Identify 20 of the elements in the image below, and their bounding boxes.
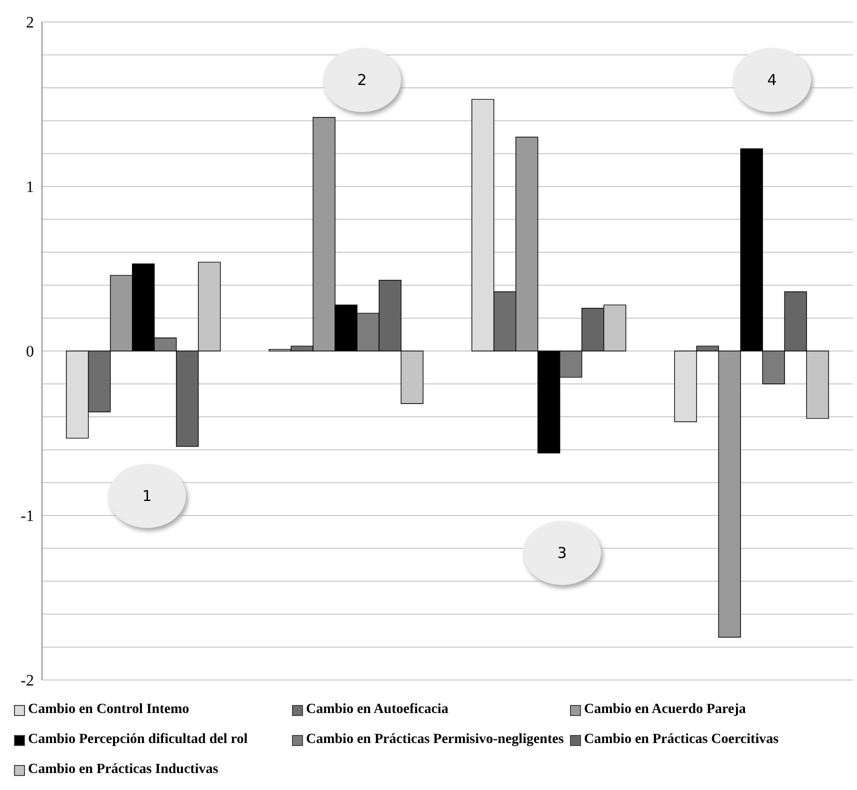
y-tick-label: -1 [20,508,34,526]
oval-label-shape: 4 [733,48,811,112]
annotation: 2 [357,71,367,89]
legend-label: Cambio en Prácticas Coercitivas [584,732,779,748]
y-tick-label: 0 [26,344,34,361]
oval-label-shape: 3 [523,521,601,585]
legend-label: Cambio en Acuerdo Pareja [584,702,746,718]
y-tick-label: 1 [26,179,34,196]
y-tick-label: -2 [20,672,34,690]
annotation: 1 [142,487,152,505]
legend-label: Cambio en Autoeficacia [306,702,448,718]
legend-label: Cambio Percepción dificultad del rol [28,732,248,748]
annotation: 4 [767,71,777,89]
oval-label-shape: 1 [108,464,186,528]
legend-label: Cambio en Control Intemo [28,702,190,718]
legend-label: Cambio en Prácticas Permisivo-negligentes [306,732,564,748]
annotation: 3 [557,544,567,562]
y-tick-label: 2 [26,14,34,32]
oval-label-shape: 2 [323,48,401,112]
legend-label: Cambio en Prácticas Inductivas [28,762,218,778]
